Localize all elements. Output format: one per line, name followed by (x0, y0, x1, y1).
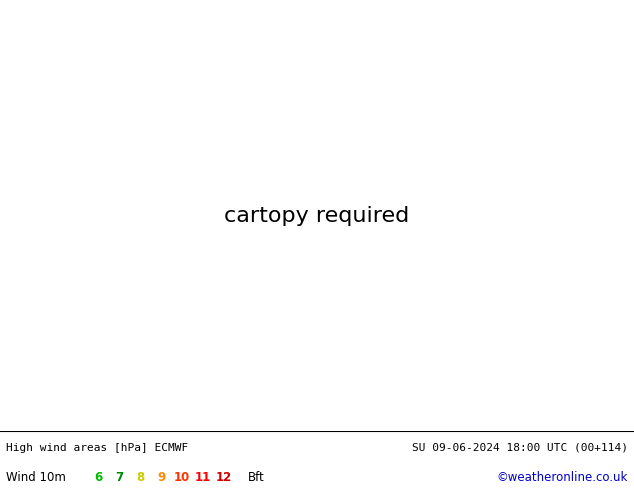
Text: cartopy required: cartopy required (224, 206, 410, 225)
Text: Bft: Bft (248, 470, 264, 484)
Text: 8: 8 (136, 470, 145, 484)
Text: 11: 11 (195, 470, 211, 484)
Text: 12: 12 (216, 470, 232, 484)
Text: SU 09-06-2024 18:00 UTC (00+114): SU 09-06-2024 18:00 UTC (00+114) (411, 442, 628, 453)
Text: 10: 10 (174, 470, 190, 484)
Text: Wind 10m: Wind 10m (6, 470, 66, 484)
Text: High wind areas [hPa] ECMWF: High wind areas [hPa] ECMWF (6, 442, 188, 453)
Text: 6: 6 (94, 470, 103, 484)
Text: 7: 7 (115, 470, 123, 484)
Text: 9: 9 (157, 470, 165, 484)
Text: ©weatheronline.co.uk: ©weatheronline.co.uk (496, 470, 628, 484)
